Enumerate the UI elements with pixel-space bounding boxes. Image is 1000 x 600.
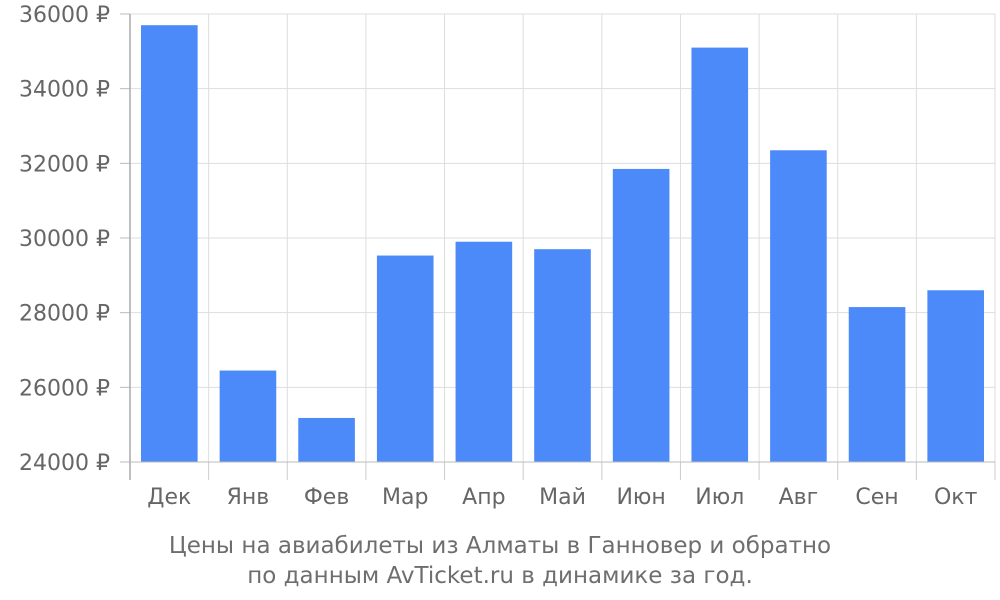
x-tick-label: Сен [855,485,898,510]
x-tick-labels: Дек Янв Фев Мар Апр Май Июн Июл Авг Сен Окт [147,485,977,510]
bar-1 [141,25,198,462]
bar-11 [927,290,984,462]
bar-6 [534,249,591,462]
grid-lines [129,13,996,463]
bar-9 [770,150,827,462]
x-tick-label: Апр [462,485,505,510]
chart-caption-line-2: по данным AvTicket.ru в динамике за год. [247,563,753,589]
y-tick-label: 36000 ₽ [19,3,110,28]
y-tick-labels: 24000 ₽ 26000 ₽ 28000 ₽ 30000 ₽ 32000 ₽ 34000… [19,3,110,476]
x-tick-label: Янв [227,485,270,510]
bar-8 [691,47,749,462]
axes [120,13,996,480]
y-tick-label: 32000 ₽ [19,152,110,177]
bar-4 [376,255,434,462]
bars [141,25,984,462]
bar-5 [455,241,513,462]
y-tick-label: 24000 ₽ [19,451,110,476]
x-tick-label: Мар [382,485,428,510]
y-tick-label: 28000 ₽ [19,302,110,327]
x-tick-label: Окт [934,485,978,510]
x-tick-label: Май [539,485,586,510]
chart-caption-line-1: Цены на авиабилеты из Алматы в Ганновер … [168,533,832,559]
x-tick-label: Июн [616,485,665,510]
bar-2 [219,370,277,462]
x-tick-label: Июл [695,485,744,510]
x-tick-label: Авг [779,485,819,510]
x-tick-label: Фев [304,485,349,510]
y-tick-label: 26000 ₽ [19,376,110,401]
bar-7 [612,168,670,462]
y-tick-label: 34000 ₽ [19,78,110,103]
bar-3 [298,417,355,462]
x-tick-label: Дек [147,485,191,510]
bar-10 [848,307,906,462]
y-tick-label: 30000 ₽ [19,227,110,252]
